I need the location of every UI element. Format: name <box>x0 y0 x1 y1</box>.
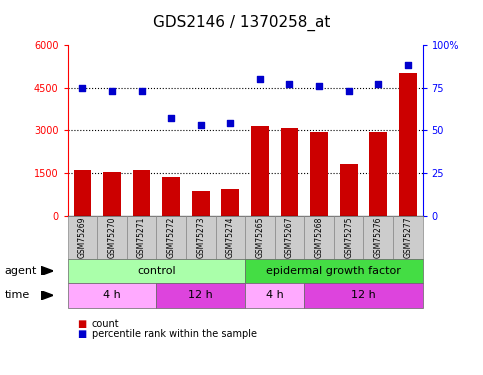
Text: 4 h: 4 h <box>103 290 121 300</box>
Text: ■: ■ <box>77 320 86 329</box>
Text: epidermal growth factor: epidermal growth factor <box>267 266 401 276</box>
Point <box>138 88 145 94</box>
Point <box>79 85 86 91</box>
Polygon shape <box>41 291 53 300</box>
Text: count: count <box>92 320 119 329</box>
Point <box>285 81 293 87</box>
Point <box>167 116 175 122</box>
Text: GSM75277: GSM75277 <box>403 216 412 258</box>
Bar <box>73 170 91 216</box>
Bar <box>103 172 121 216</box>
Text: GSM75276: GSM75276 <box>374 216 383 258</box>
Point <box>197 122 205 128</box>
Text: 4 h: 4 h <box>266 290 284 300</box>
Text: GSM75268: GSM75268 <box>314 216 324 258</box>
Text: GSM75270: GSM75270 <box>108 216 116 258</box>
Bar <box>281 128 298 216</box>
Text: ■: ■ <box>77 329 86 339</box>
Point <box>227 120 234 126</box>
Bar <box>133 170 151 216</box>
Text: GSM75271: GSM75271 <box>137 216 146 258</box>
Text: agent: agent <box>5 266 37 276</box>
Bar <box>222 189 239 216</box>
Bar <box>192 191 210 216</box>
Text: GSM75267: GSM75267 <box>285 216 294 258</box>
Text: GSM75265: GSM75265 <box>256 216 264 258</box>
Bar <box>340 164 357 216</box>
Point <box>315 83 323 89</box>
Text: GSM75269: GSM75269 <box>78 216 87 258</box>
Point <box>345 88 353 94</box>
Bar <box>162 177 180 216</box>
Text: time: time <box>5 290 30 300</box>
Text: GSM75274: GSM75274 <box>226 216 235 258</box>
Point <box>108 88 116 94</box>
Text: percentile rank within the sample: percentile rank within the sample <box>92 329 257 339</box>
Text: GSM75273: GSM75273 <box>196 216 205 258</box>
Text: GDS2146 / 1370258_at: GDS2146 / 1370258_at <box>153 15 330 31</box>
Bar <box>251 126 269 216</box>
Bar <box>310 132 328 216</box>
Bar <box>399 74 417 216</box>
Point <box>256 76 264 82</box>
Point <box>404 63 412 69</box>
Text: GSM75275: GSM75275 <box>344 216 353 258</box>
Bar <box>369 132 387 216</box>
Polygon shape <box>41 266 53 275</box>
Text: control: control <box>137 266 176 276</box>
Text: GSM75272: GSM75272 <box>167 216 176 258</box>
Text: 12 h: 12 h <box>188 290 213 300</box>
Text: 12 h: 12 h <box>351 290 376 300</box>
Point <box>374 81 382 87</box>
